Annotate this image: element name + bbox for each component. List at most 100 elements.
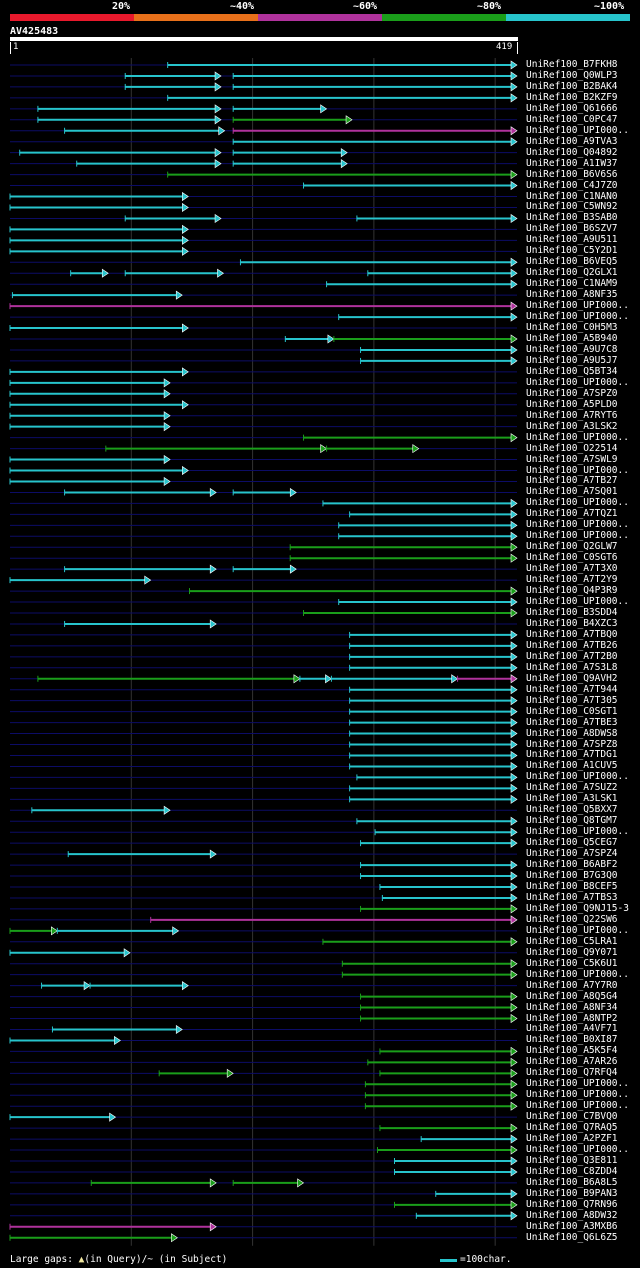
hit-label[interactable]: UniRef100_A7S3L8: [526, 661, 618, 673]
hit-label[interactable]: UniRef100_A7AR26: [526, 1056, 618, 1068]
hit-row[interactable]: [10, 1211, 518, 1221]
hit-label[interactable]: UniRef100_A7TDG1: [526, 749, 618, 761]
hit-label[interactable]: UniRef100_O22514: [526, 442, 618, 454]
hit-row[interactable]: [10, 520, 518, 530]
hit-label[interactable]: UniRef100_Q7RN96: [526, 1198, 618, 1210]
hit-label[interactable]: UniRef100_A3LSK1: [526, 793, 618, 805]
hit-row[interactable]: [10, 1167, 518, 1177]
hit-label[interactable]: UniRef100_B8CEF5: [526, 881, 618, 892]
hit-row[interactable]: [10, 728, 518, 739]
hit-row[interactable]: [10, 126, 518, 136]
hit-label[interactable]: UniRef100_C5Y2D1: [526, 245, 618, 257]
hit-label[interactable]: UniRef100_A9U511: [526, 234, 618, 246]
hit-row[interactable]: [9, 301, 518, 311]
hit-row[interactable]: [9, 575, 517, 585]
hit-label[interactable]: UniRef100_Q8TGM7: [526, 815, 618, 827]
hit-row[interactable]: [10, 498, 518, 508]
hit-label[interactable]: UniRef100_A8NF34: [526, 1001, 618, 1013]
hit-label[interactable]: UniRef100_A7T944: [526, 683, 618, 695]
hit-label[interactable]: UniRef100_A1CUV5: [526, 760, 618, 772]
hit-row[interactable]: [10, 279, 518, 289]
hit-row[interactable]: [10, 1046, 518, 1056]
hit-row[interactable]: [9, 411, 517, 421]
hit-row[interactable]: [10, 159, 517, 169]
hit-label[interactable]: UniRef100_UPI000..: [526, 1089, 629, 1101]
hit-row[interactable]: [10, 827, 518, 837]
hit-row[interactable]: [10, 542, 518, 552]
hit-label[interactable]: UniRef100_UPI000..: [526, 376, 629, 388]
hit-row[interactable]: [10, 1134, 518, 1144]
hit-row[interactable]: [10, 937, 518, 947]
hit-row[interactable]: [10, 772, 518, 782]
hit-row[interactable]: [9, 465, 517, 476]
hit-row[interactable]: [10, 1024, 517, 1035]
hit-row[interactable]: [10, 1068, 518, 1078]
hit-row[interactable]: [10, 115, 517, 125]
hit-label[interactable]: UniRef100_A3LSK2: [526, 420, 618, 432]
hit-label[interactable]: UniRef100_UPI000..: [526, 431, 629, 443]
hit-row[interactable]: [10, 531, 518, 541]
hit-label[interactable]: UniRef100_C0H5M3: [526, 322, 618, 334]
hit-label[interactable]: UniRef100_UPI000..: [526, 519, 629, 531]
hit-row[interactable]: [10, 1123, 518, 1133]
hit-row[interactable]: [10, 1101, 518, 1111]
hit-label[interactable]: UniRef100_UPI000..: [526, 497, 629, 509]
hit-label[interactable]: UniRef100_A9TVA3: [526, 135, 618, 147]
hit-row[interactable]: [10, 630, 518, 640]
hit-label[interactable]: UniRef100_Q7RFQ4: [526, 1067, 618, 1079]
hit-row[interactable]: [10, 981, 517, 991]
hit-row[interactable]: [10, 487, 517, 498]
hit-row[interactable]: [10, 750, 518, 761]
hit-label[interactable]: UniRef100_B6A8L5: [526, 1176, 618, 1188]
hit-row[interactable]: [9, 1112, 517, 1122]
hit-label[interactable]: UniRef100_A8NTP2: [526, 1012, 618, 1024]
hit-row[interactable]: [9, 400, 517, 410]
hit-label[interactable]: UniRef100_B6ABF2: [526, 859, 618, 871]
hit-label[interactable]: UniRef100_C0PC47: [526, 113, 618, 125]
hit-label[interactable]: UniRef100_C8ZDD4: [526, 1165, 618, 1177]
hit-label[interactable]: UniRef100_Q5CEG7: [526, 837, 618, 849]
hit-row[interactable]: [10, 345, 518, 355]
hit-row[interactable]: [9, 454, 517, 465]
hit-label[interactable]: UniRef100_A8NF35: [526, 289, 618, 301]
hit-row[interactable]: [10, 1057, 518, 1067]
hit-label[interactable]: UniRef100_A7TB27: [526, 475, 618, 487]
hit-row[interactable]: [10, 433, 518, 443]
hit-row[interactable]: [9, 323, 517, 333]
hit-label[interactable]: UniRef100_A7TBQ0: [526, 628, 618, 640]
hit-label[interactable]: UniRef100_C1NAM9: [526, 278, 618, 290]
hit-row[interactable]: [9, 926, 517, 936]
hit-row[interactable]: [10, 71, 518, 81]
hit-label[interactable]: UniRef100_A7T305: [526, 694, 618, 706]
hit-label[interactable]: UniRef100_Q9NJ15-3: [526, 902, 629, 914]
hit-label[interactable]: UniRef100_A8DW32: [526, 1209, 618, 1221]
hit-label[interactable]: UniRef100_B3SDD4: [526, 607, 618, 618]
hit-label[interactable]: UniRef100_Q7RAQ5: [526, 1122, 618, 1134]
hit-label[interactable]: UniRef100_UPI000..: [526, 300, 629, 312]
hit-label[interactable]: UniRef100_B6VEQ5: [526, 256, 618, 268]
hit-row[interactable]: [10, 312, 518, 322]
hit-label[interactable]: UniRef100_Q9Y071: [526, 946, 618, 958]
hit-label[interactable]: UniRef100_A7T2B0: [526, 650, 618, 662]
hit-row[interactable]: [9, 476, 517, 487]
hit-row[interactable]: [9, 1035, 517, 1046]
hit-label[interactable]: UniRef100_C5WN92: [526, 201, 618, 213]
hit-label[interactable]: UniRef100_C0SGT1: [526, 705, 618, 717]
hit-label[interactable]: UniRef100_Q0WLP3: [526, 69, 618, 81]
hit-label[interactable]: UniRef100_A7Y7R0: [526, 979, 618, 991]
hit-row[interactable]: [10, 444, 517, 454]
hit-label[interactable]: UniRef100_A9U7C8: [526, 343, 618, 355]
hit-row[interactable]: [9, 202, 517, 213]
hit-label[interactable]: UniRef100_UPI000..: [526, 311, 629, 323]
hit-row[interactable]: [9, 1222, 517, 1232]
hit-row[interactable]: [10, 794, 518, 804]
hit-row[interactable]: [10, 170, 518, 180]
hit-row[interactable]: [10, 1156, 518, 1166]
hit-row[interactable]: [9, 948, 517, 958]
hit-label[interactable]: UniRef100_Q4P3R9: [526, 585, 618, 597]
hit-label[interactable]: UniRef100_A1IW37: [526, 157, 618, 169]
hit-row[interactable]: [9, 191, 517, 202]
hit-label[interactable]: UniRef100_C0SGT6: [526, 552, 618, 564]
hit-row[interactable]: [10, 1178, 517, 1188]
hit-label[interactable]: UniRef100_A3MXB6: [526, 1220, 618, 1232]
